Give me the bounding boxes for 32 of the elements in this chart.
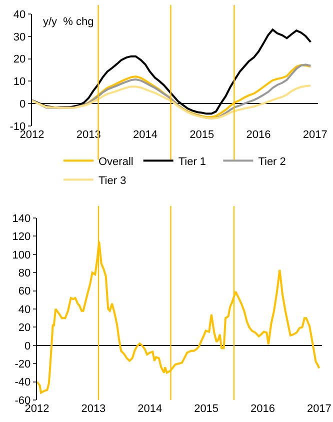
y-axis-title: y/y % chg xyxy=(43,16,94,28)
x-tick-label: 2016 xyxy=(250,403,275,415)
x-tick-label: 2015 xyxy=(194,403,219,415)
legend-label: Overall xyxy=(98,156,134,168)
legend-label: Tier 1 xyxy=(178,156,206,168)
y-tick-label: 0 xyxy=(19,98,26,110)
y-tick-label: -40 xyxy=(14,376,31,389)
x-tick-label: 2016 xyxy=(246,129,271,141)
x-tick-label: 2012 xyxy=(24,403,50,415)
x-tick-label: 2017 xyxy=(306,403,332,415)
y-tick-label: 20 xyxy=(18,322,31,334)
x-tick-label: 2017 xyxy=(302,129,328,141)
y-tick-label: 140 xyxy=(12,212,31,225)
y-tick-label: 30 xyxy=(13,31,26,44)
y-tick-label: 10 xyxy=(13,76,26,88)
y-tick-label: 40 xyxy=(18,304,31,316)
legend-label: Tier 2 xyxy=(258,156,286,168)
x-tick-label: 2013 xyxy=(81,403,106,415)
y-tick-label: -20 xyxy=(14,358,31,370)
x-tick-label: 2015 xyxy=(190,129,214,141)
y-tick-label: 120 xyxy=(12,231,31,244)
legend-label: Tier 3 xyxy=(98,174,126,187)
x-tick-label: 2014 xyxy=(133,129,158,141)
y-tick-label: 20 xyxy=(13,54,26,66)
y-tick-label: 100 xyxy=(12,249,31,262)
y-tick-label: 40 xyxy=(13,8,26,21)
line-series xyxy=(32,84,312,120)
y-tick-label: 60 xyxy=(18,286,31,298)
x-tick-label: 2012 xyxy=(20,129,44,141)
y-tick-label: 80 xyxy=(18,267,31,280)
y-tick-label: 0 xyxy=(24,340,31,352)
x-tick-label: 2014 xyxy=(138,403,162,415)
